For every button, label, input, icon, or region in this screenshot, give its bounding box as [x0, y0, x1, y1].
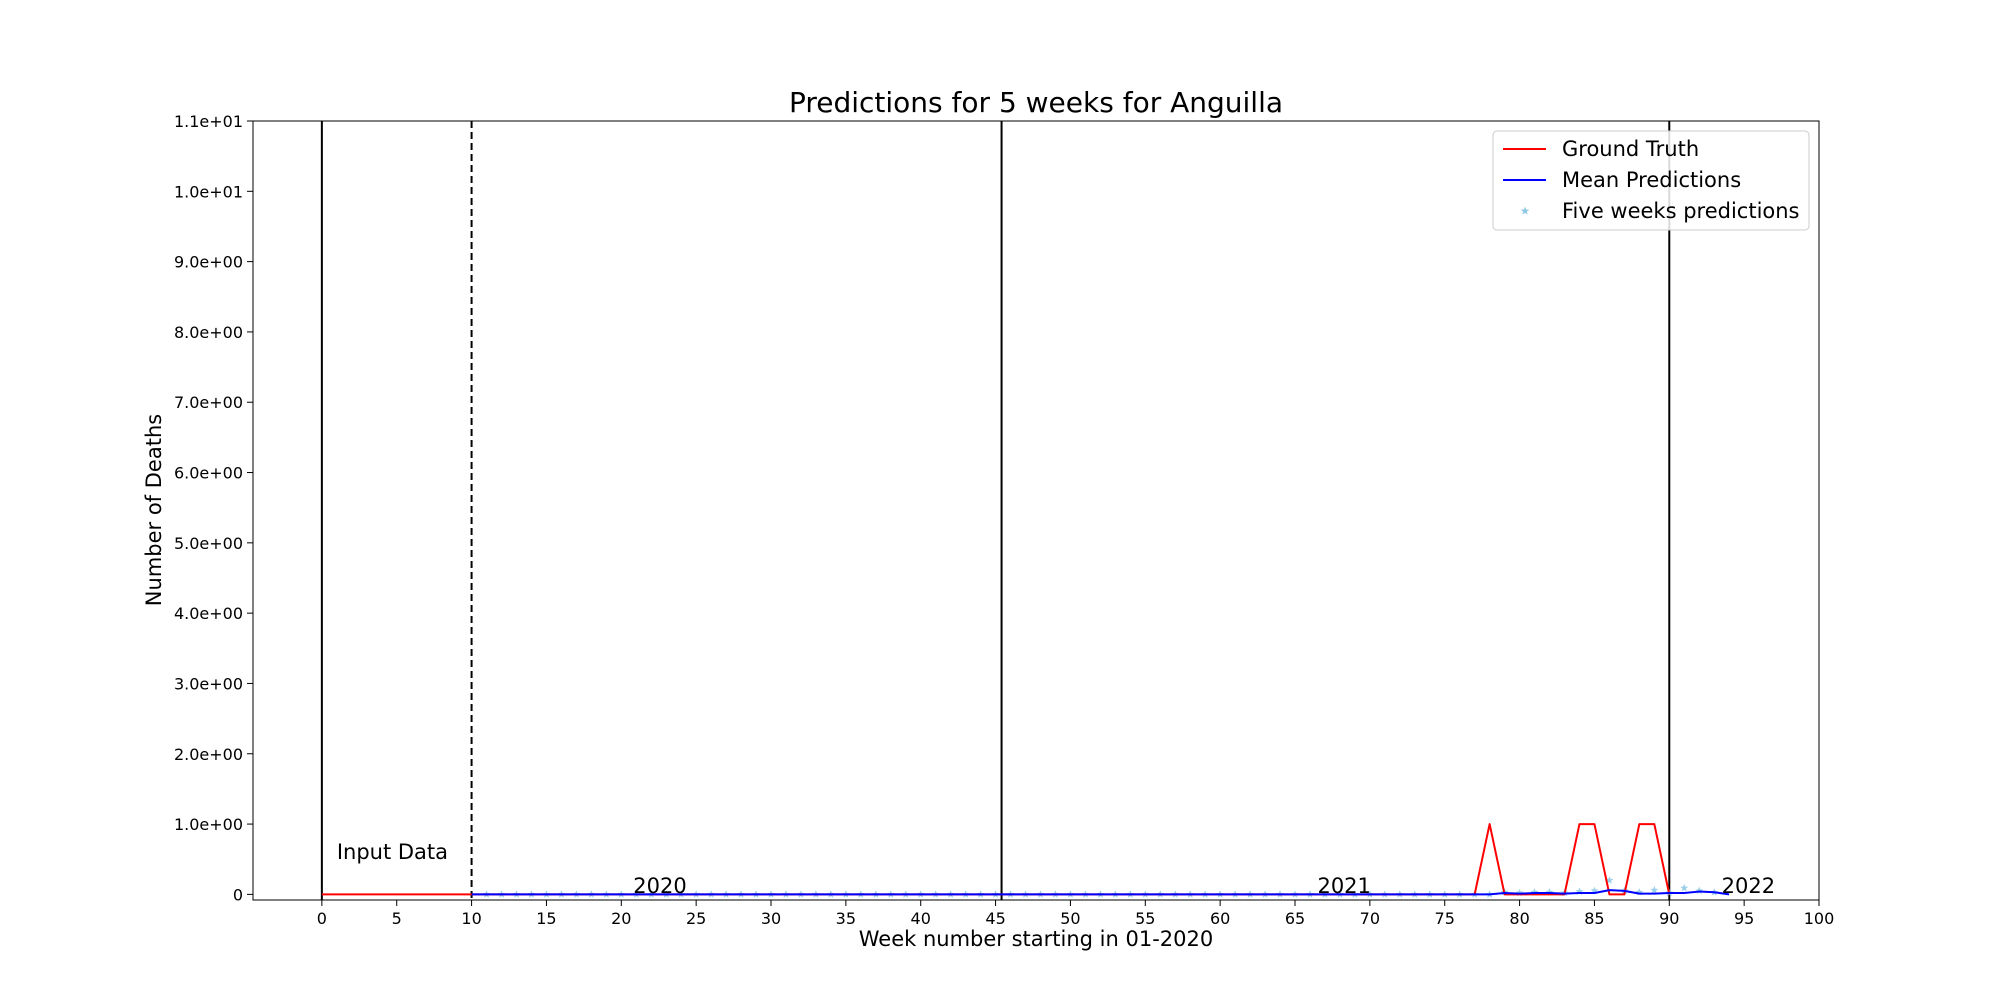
legend: Ground Truth Mean Predictions Five weeks p… [1492, 130, 1810, 231]
five-weeks-point [1530, 888, 1539, 896]
y-tick-label: 3.0e+00 [174, 674, 243, 693]
legend-label-0: Ground Truth [1562, 137, 1699, 161]
x-tick-label: 15 [536, 909, 556, 928]
x-tick-label: 35 [836, 909, 856, 928]
x-tick-label: 90 [1659, 909, 1679, 928]
x-tick-label: 80 [1509, 909, 1529, 928]
y-tick-label: 5.0e+00 [174, 534, 243, 553]
plot-area [253, 121, 1819, 900]
five-weeks-point [1515, 888, 1524, 897]
x-tick-label: 40 [911, 909, 931, 928]
x-tick-label: 0 [317, 909, 327, 928]
series-layer [321, 823, 1730, 898]
x-tick-label: 65 [1285, 909, 1305, 928]
x-tick-label: 50 [1060, 909, 1080, 928]
x-axis: 0 5 10 15 20 25 30 35 40 45 50 55 60 65 70 75 80 85 90 95 10… [317, 900, 1834, 928]
five-weeks-point [1545, 888, 1554, 896]
x-tick-label: 10 [461, 909, 481, 928]
x-tick-label: 30 [761, 909, 781, 928]
series-line-mean-predictions [471, 889, 1730, 896]
x-tick-label: 95 [1734, 909, 1754, 928]
y-tick-label: 8.0e+00 [174, 323, 243, 342]
vertical-lines [320, 121, 1671, 900]
annotations: Input Data 2020 2021 2022 [337, 840, 1775, 898]
annotation-2022: 2022 [1722, 874, 1775, 898]
y-tick-label: 6.0e+00 [174, 464, 243, 483]
five-weeks-point [1635, 888, 1644, 896]
annotation-input-data: Input Data [337, 840, 448, 864]
legend-box [1492, 130, 1810, 231]
y-tick-label: 1.1e+01 [174, 112, 243, 131]
y-tick-label: 7.0e+00 [174, 393, 243, 412]
x-tick-label: 45 [985, 909, 1005, 928]
x-tick-label: 20 [611, 909, 631, 928]
x-tick-label: 100 [1804, 909, 1835, 928]
five-weeks-point [1695, 886, 1704, 895]
y-tick-label: 2.0e+00 [174, 745, 243, 764]
plot-frame [252, 120, 1820, 901]
annotation-2020: 2020 [633, 874, 686, 898]
legend-label-2: Five weeks predictions [1562, 199, 1800, 223]
five-weeks-point [1680, 883, 1689, 892]
y-tick-label: 1.0e+00 [174, 815, 243, 834]
y-axis: 0 1.0e+00 2.0e+00 3.0e+00 4.0e+00 5.0e+00 6.0e… [174, 112, 253, 904]
y-tick-label: 4.0e+00 [174, 604, 243, 623]
legend-label-1: Mean Predictions [1562, 168, 1741, 192]
x-axis-label: Week number starting in 01-2020 [859, 927, 1213, 951]
x-tick-label: 55 [1135, 909, 1155, 928]
x-tick-label: 70 [1360, 909, 1380, 928]
five-weeks-point [1590, 886, 1599, 895]
five-weeks-point [1575, 887, 1584, 895]
y-tick-label: 1.0e+01 [174, 182, 243, 201]
y-tick-label: 0 [233, 885, 243, 904]
x-tick-label: 75 [1435, 909, 1455, 928]
five-weeks-point [1650, 885, 1659, 894]
x-tick-label: 85 [1584, 909, 1604, 928]
chart-title: Predictions for 5 weeks for Anguilla [789, 86, 1283, 119]
x-tick-label: 25 [686, 909, 706, 928]
legend-swatch-2 [1520, 206, 1530, 215]
x-tick-label: 5 [392, 909, 402, 928]
y-axis-label: Number of Deaths [142, 414, 166, 606]
five-weeks-point [1605, 876, 1614, 884]
y-tick-label: 9.0e+00 [174, 253, 243, 272]
annotation-2021: 2021 [1317, 874, 1370, 898]
x-tick-label: 60 [1210, 909, 1230, 928]
